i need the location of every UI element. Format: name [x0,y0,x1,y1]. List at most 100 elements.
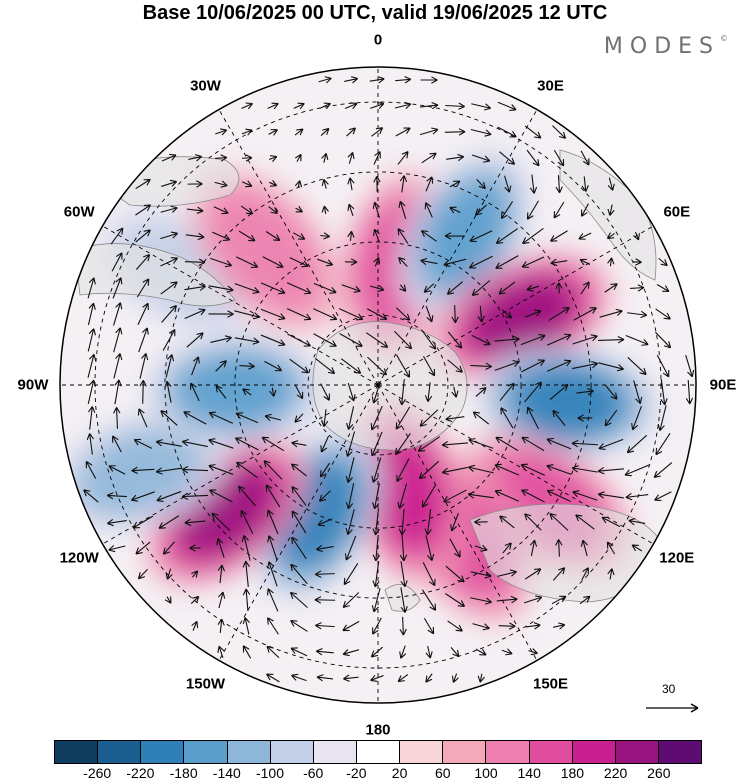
wind-arrow [241,128,253,136]
wind-arrow [655,432,671,456]
meridian-line [102,384,379,545]
wind-arrow [260,282,286,295]
wind-arrow [290,463,307,477]
wind-arrow [555,175,563,194]
wind-arrow [133,438,153,449]
wind-arrow [188,154,203,162]
wind-arrow [685,355,695,378]
wind-arrow [468,438,494,449]
wind-arrow [470,128,492,137]
wind-arrow [267,535,278,561]
wind-arrow [131,466,155,475]
longitude-label: 90E [709,376,737,394]
wind-arrow [477,673,485,683]
wind-arrow [138,327,149,353]
wind-arrow [550,258,568,267]
wind-arrow [315,622,335,630]
wind-arrow [320,435,330,453]
wind-arrow [418,460,440,480]
wind-arrow [345,431,356,457]
colorbar-swatch [572,741,616,763]
wind-arrow [162,329,176,351]
wind-arrow [445,565,465,583]
wind-arrow [657,405,667,431]
wind-arrow [191,570,199,578]
wind-arrow [399,175,408,193]
wind-arrow [425,176,434,192]
wind-arrow [653,462,673,478]
wind-arrow [190,595,200,604]
wind-arrow [369,102,385,109]
wind-arrow [237,485,256,507]
map-title: Base 10/06/2025 00 UTC, valid 19/06/2025… [142,2,608,24]
wind-arrow [161,305,177,323]
wind-arrow [344,76,359,84]
wind-arrow [137,302,149,326]
wind-arrow [367,356,388,376]
wind-arrow [266,673,280,683]
wind-arrow [294,413,304,423]
wind-arrow [504,175,512,193]
wind-arrow [451,305,459,324]
wind-arrow [160,231,179,240]
wind-arrow [631,544,643,552]
wind-arrow [234,437,259,451]
longitude-label: 150E [532,675,569,693]
wind-arrow [658,257,668,267]
wind-arrow [451,673,459,683]
wind-arrow [290,647,308,657]
wind-arrow [654,491,672,501]
map-border [59,66,697,704]
wind-arrow [135,178,151,190]
wind-arrow [604,283,618,293]
wind-arrow [417,436,441,452]
wind-arrow [261,436,285,452]
wind-arrow [394,330,413,350]
longitude-label: 60W [63,203,95,221]
wind-arrow [502,542,512,554]
wind-arrow [113,302,123,326]
colorbar-tick-label: -60 [303,765,324,781]
wind-arrow [289,591,308,609]
wind-arrow [450,647,460,658]
wind-arrow [395,307,411,321]
wind-arrow [215,128,228,136]
wind-arrow [208,464,234,475]
wind-arrow [135,541,151,555]
wind-arrow [625,334,649,346]
wind-arrow [347,230,355,241]
reference-arrow-icon [646,703,699,713]
wind-arrow [369,76,385,84]
wind-arrow [165,568,173,580]
wind-arrow [267,561,278,587]
wind-arrow [553,149,565,167]
wind-arrow [520,463,546,476]
wind-arrow [238,230,256,242]
wind-arrow [526,149,540,167]
wind-arrow [470,597,493,605]
wind-arrow [555,539,563,557]
wind-arrow [549,230,568,242]
wind-arrow [549,383,569,401]
colorbar-swatch [658,741,702,763]
colorbar-tick-label: 140 [517,765,541,781]
wind-arrow [521,256,545,268]
wind-arrow [524,125,542,139]
wind-arrow [580,539,588,557]
wind-arrow [443,489,467,503]
brand-mark: © [720,34,728,43]
meridian-line [218,109,379,386]
colorbar-tick-label: 60 [435,765,451,781]
wind-arrow [266,645,280,659]
wind-arrow [344,258,358,266]
wind-arrow [289,358,309,374]
wind-arrow [130,491,155,502]
wind-arrow [423,283,435,293]
wind-arrow [161,179,178,187]
wind-arrow [345,509,355,535]
wind-arrow [291,673,307,682]
wind-arrow [548,307,570,321]
wind-arrow [546,359,572,372]
wind-arrow [656,284,670,293]
wind-arrow [546,464,572,475]
